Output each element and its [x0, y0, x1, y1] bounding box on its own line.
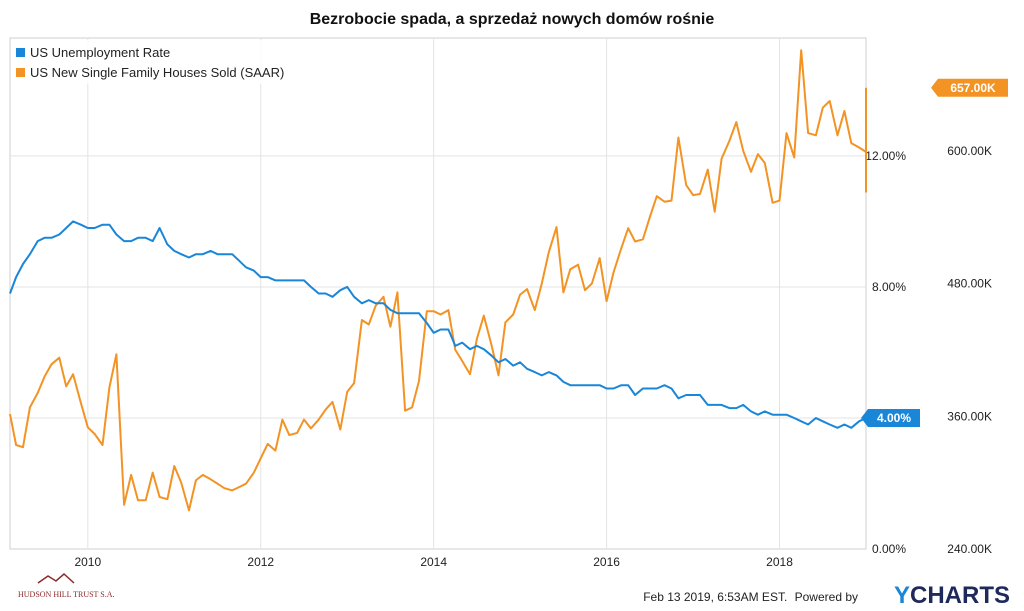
- left-tick-label: 12.00%: [865, 149, 906, 163]
- logo-text: HUDSON HILL TRUST S.A.: [18, 590, 115, 599]
- left-tick-label: 8.00%: [872, 280, 906, 294]
- right-tick-label: 240.00K: [947, 542, 992, 556]
- grid: [10, 38, 866, 549]
- x-axis: 2010 2012 2014 2016 2018: [74, 555, 793, 569]
- chart-title: Bezrobocie spada, a sprzedaż nowych domó…: [310, 11, 715, 28]
- unemployment-value-tag: 4.00%: [861, 408, 920, 427]
- legend-swatch-houses: [16, 68, 25, 77]
- plot-area: [9, 37, 867, 550]
- right-tick-label: 480.00K: [947, 277, 992, 291]
- right-axis: 240.00K 360.00K 480.00K 600.00K: [947, 144, 992, 556]
- houses-tag-label: 657.00K: [950, 81, 996, 95]
- x-tick-label: 2012: [247, 555, 274, 569]
- right-tick-label: 600.00K: [947, 144, 992, 158]
- unemployment-line: [9, 220, 867, 429]
- footer-powered-by: Powered by: [795, 590, 858, 604]
- legend-box: [12, 40, 314, 84]
- x-tick-label: 2010: [74, 555, 101, 569]
- logo-mountain-icon: [37, 572, 75, 584]
- x-tick-label: 2018: [766, 555, 793, 569]
- left-axis: 0.00%4.00%8.00%12.00%: [865, 149, 906, 556]
- houses-tag-shape: [931, 78, 1008, 97]
- ycharts-logo-rest: CHARTS: [910, 582, 1010, 609]
- legend-label-unemployment: US Unemployment Rate: [30, 45, 170, 60]
- footer-timestamp: Feb 13 2019, 6:53AM EST. Powered by: [643, 590, 858, 604]
- footer-timestamp-text: Feb 13 2019, 6:53AM EST.: [643, 590, 787, 604]
- left-tick-label: 0.00%: [872, 542, 906, 556]
- houses-value-tag: 657.00K: [931, 78, 1008, 97]
- x-tick-label: 2014: [420, 555, 447, 569]
- legend-label-houses: US New Single Family Houses Sold (SAAR): [30, 65, 284, 80]
- houses-sold-line: [9, 49, 867, 512]
- legend-swatch-unemployment: [16, 48, 25, 57]
- unemployment-tag-label: 4.00%: [877, 411, 911, 425]
- ycharts-logo: YCHARTS: [894, 582, 1010, 609]
- ycharts-logo-y: Y: [894, 582, 910, 609]
- legend: US Unemployment Rate US New Single Famil…: [12, 40, 314, 84]
- right-tick-label: 360.00K: [947, 409, 992, 423]
- unemployment-tag-shape: [861, 408, 920, 427]
- x-tick-label: 2016: [593, 555, 620, 569]
- hudson-hill-logo: HUDSON HILL TRUST S.A.: [18, 572, 115, 599]
